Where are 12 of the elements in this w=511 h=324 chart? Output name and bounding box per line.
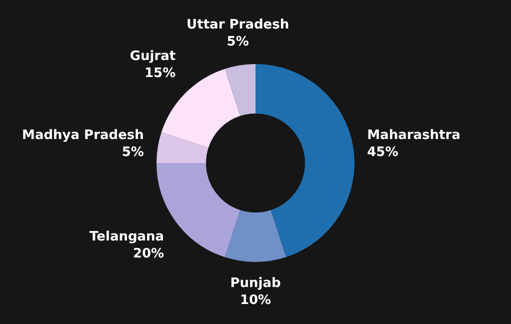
- slice-label: Maharashtra: [367, 128, 460, 144]
- data-label: 5%: [122, 145, 144, 160]
- data-label: 45%: [367, 145, 398, 160]
- slice-label: Madhya Pradesh: [22, 128, 144, 144]
- data-label: 5%: [226, 34, 249, 50]
- slice-label: Uttar Pradesh: [186, 17, 290, 32]
- slice-label: Telangana: [90, 229, 164, 244]
- data-label: 20%: [132, 246, 164, 262]
- data-label: 15%: [144, 66, 176, 81]
- slice-label: Gujrat: [130, 48, 176, 64]
- data-label: 10%: [240, 292, 272, 308]
- slice-label: Punjab: [230, 276, 281, 291]
